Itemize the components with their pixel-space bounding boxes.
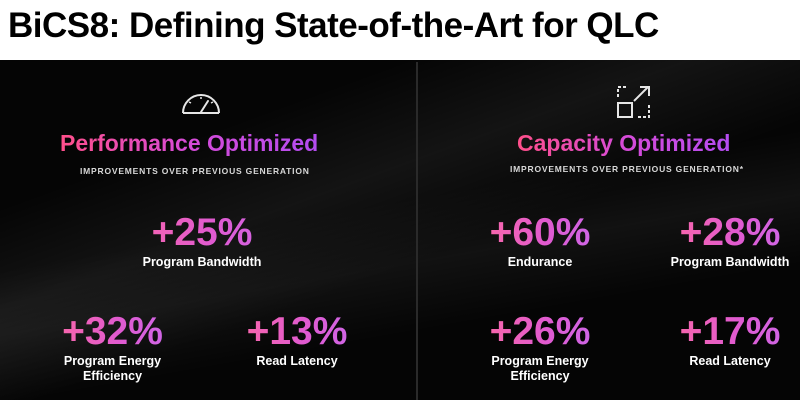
capacity-subheading: IMPROVEMENTS OVER PREVIOUS GENERATION*: [510, 164, 744, 174]
metric-value: +13%: [222, 312, 372, 352]
slide-title: BiCS8: Defining State-of-the-Art for QLC: [8, 6, 659, 45]
capacity-heading: Capacity Optimized: [517, 130, 731, 156]
speedometer-icon: [182, 94, 220, 114]
metric-label: Program Energy Efficiency: [491, 354, 589, 383]
metric-endurance: +60% Endurance: [470, 213, 610, 270]
metric-label: Read Latency: [256, 354, 338, 368]
metric-value: +17%: [655, 312, 800, 352]
metric-value: +60%: [470, 213, 610, 253]
metric-program-bandwidth: +25% Program Bandwidth: [102, 213, 302, 270]
metric-program-bandwidth: +28% Program Bandwidth: [655, 213, 800, 270]
metric-label: Program Bandwidth: [142, 255, 262, 269]
metric-value: +28%: [655, 213, 800, 253]
metric-program-energy-efficiency: +26% Program Energy Efficiency: [470, 312, 610, 384]
capacity-panel: Capacity Optimized IMPROVEMENTS OVER PRE…: [418, 60, 800, 400]
metric-label: Program Bandwidth: [670, 255, 790, 269]
metric-value: +26%: [470, 312, 610, 352]
metric-label: Read Latency: [689, 354, 771, 368]
metric-read-latency: +17% Read Latency: [655, 312, 800, 369]
title-bar: BiCS8: Defining State-of-the-Art for QLC: [0, 0, 800, 60]
performance-panel: Performance Optimized IMPROVEMENTS OVER …: [0, 60, 416, 400]
performance-subheading: IMPROVEMENTS OVER PREVIOUS GENERATION: [80, 166, 310, 176]
performance-heading: Performance Optimized: [60, 130, 319, 156]
metric-value: +25%: [102, 213, 302, 253]
metric-label: Program Energy Efficiency: [63, 354, 162, 383]
metric-value: +32%: [40, 312, 185, 352]
metric-label: Endurance: [507, 255, 573, 269]
panel-divider: [416, 62, 418, 400]
metric-read-latency: +13% Read Latency: [222, 312, 372, 369]
metric-program-energy-efficiency: +32% Program Energy Efficiency: [40, 312, 185, 384]
expand-arrow-icon: [617, 86, 650, 118]
